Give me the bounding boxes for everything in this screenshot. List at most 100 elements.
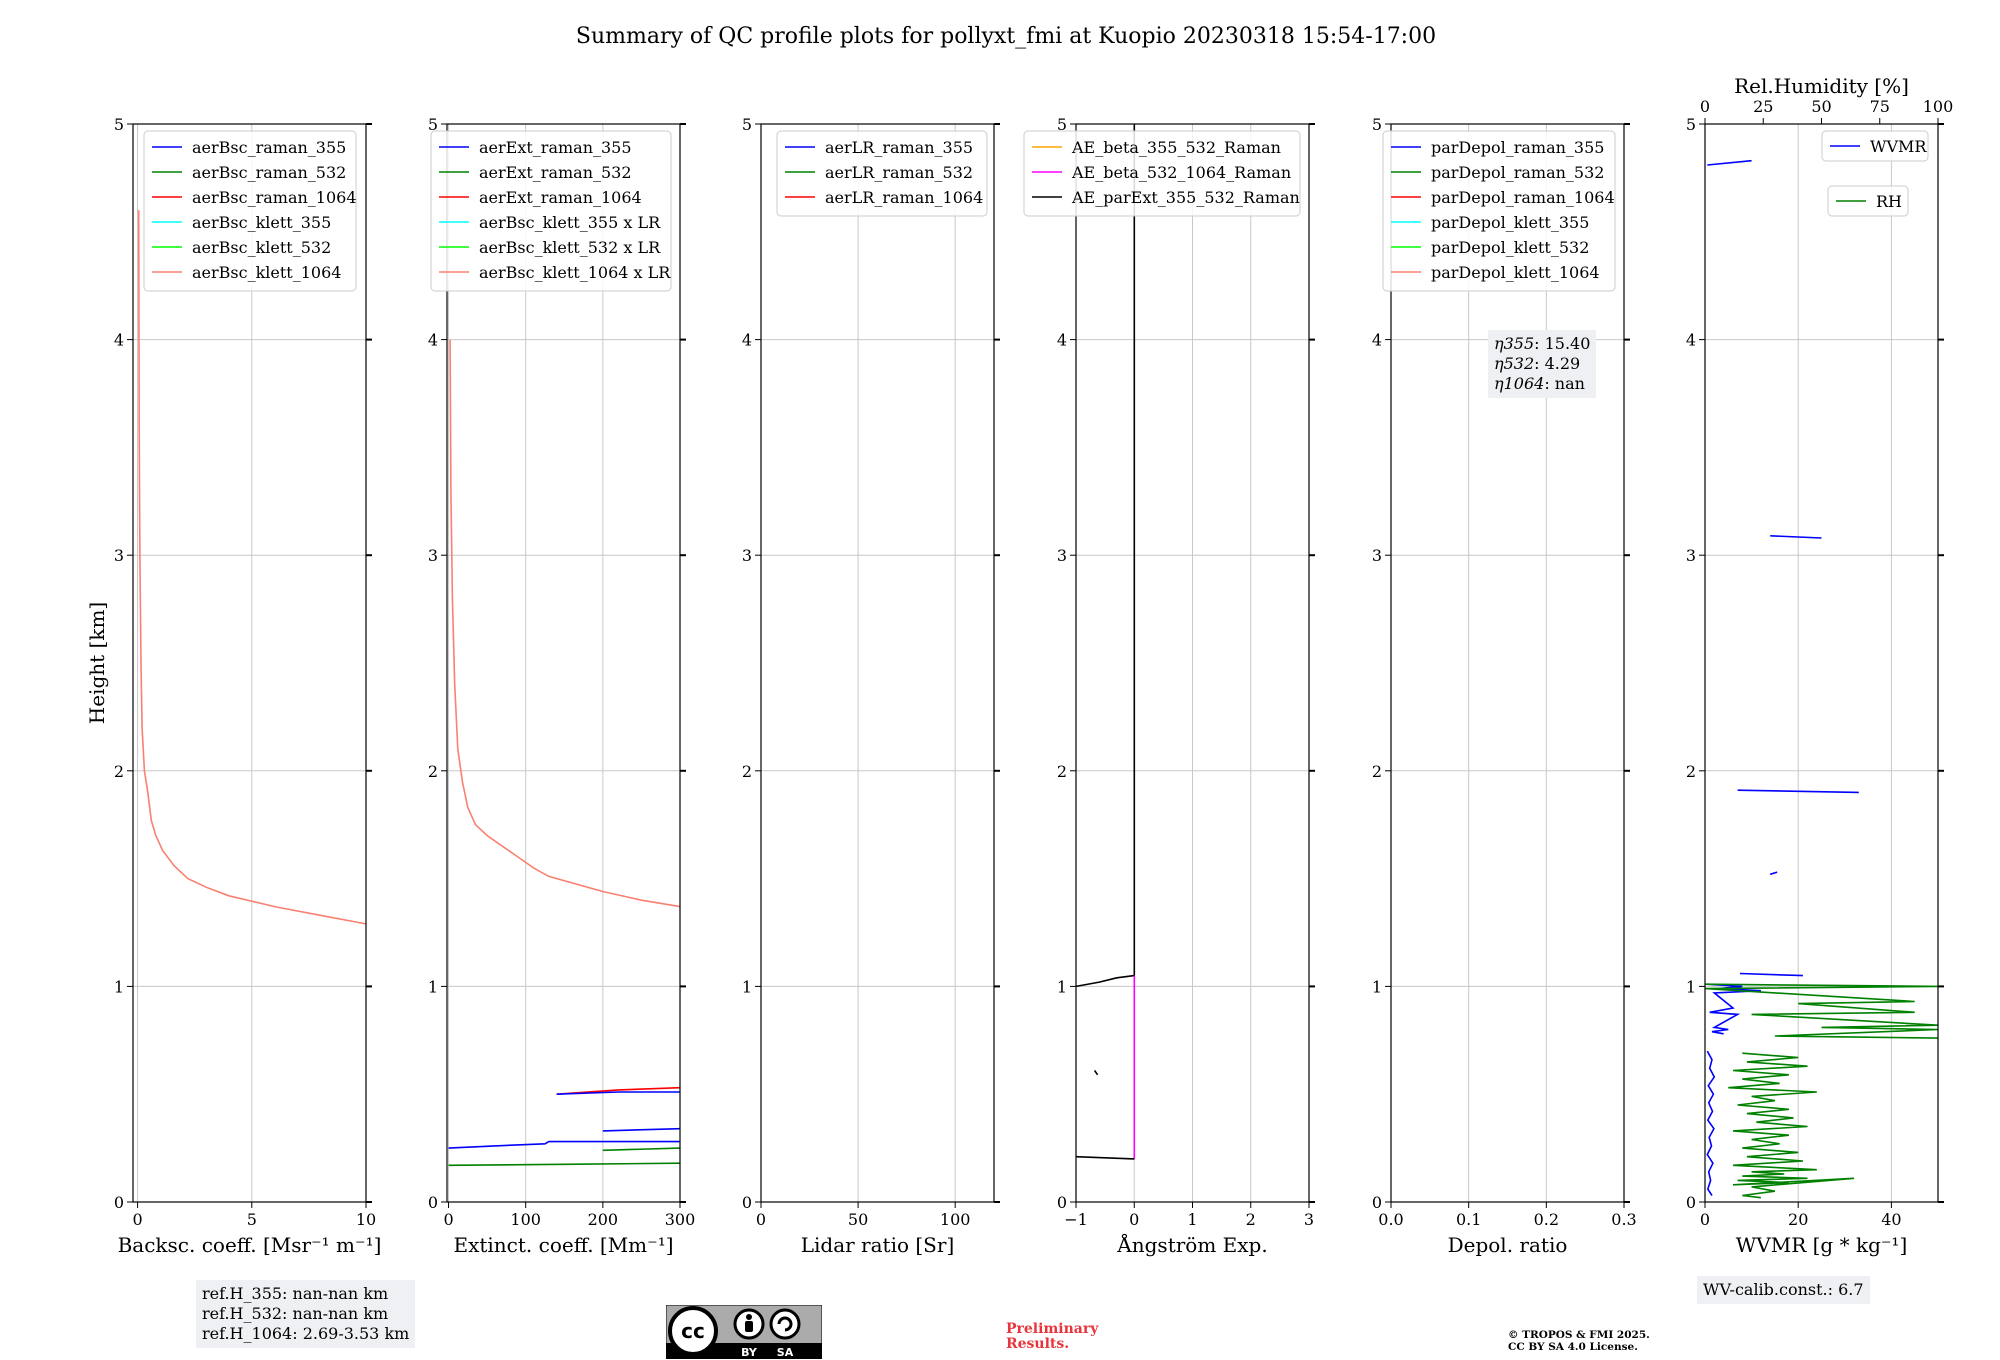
panel-backscatter: 0 5 10 0 1 2 3 4 5 Backsc. coeff. [Msr⁻¹ m⁻¹] Heig…	[85, 115, 381, 1257]
preliminary-line-2: Results.	[1006, 1336, 1070, 1352]
x-tick-label: 300	[665, 1210, 696, 1229]
legend-label: aerLR_raman_1064	[825, 188, 983, 207]
copyright-line-2: CC BY SA 4.0 License.	[1508, 1341, 1638, 1353]
wv-calibration-constant: WV-calib.const.: 6.7	[1703, 1280, 1864, 1299]
y-tick-label: 4	[1372, 331, 1382, 350]
legend-box	[776, 130, 988, 217]
eta-355-label: η355	[1494, 334, 1535, 353]
eta-355-value: : 15.40	[1534, 334, 1591, 353]
eta-532-label: η532	[1494, 354, 1535, 373]
legend-label: parDepol_raman_1064	[1431, 188, 1615, 207]
y-tick-label: 5	[1686, 115, 1696, 134]
x-axis-label: Backsc. coeff. [Msr⁻¹ m⁻¹]	[118, 1233, 382, 1257]
y-tick-label: 1	[742, 977, 752, 996]
x-tick-label: 5	[247, 1210, 257, 1229]
eta-532-value: : 4.29	[1534, 354, 1581, 373]
legend-label: aerBsc_klett_1064	[192, 263, 341, 282]
legend-label: aerBsc_raman_1064	[192, 188, 357, 207]
x-tick-label: 0	[132, 1210, 142, 1229]
legend-label: aerBsc_raman_355	[192, 138, 346, 157]
y-tick-label: 2	[742, 762, 752, 781]
y-tick-label: 3	[1057, 546, 1067, 565]
legend-label: aerBsc_raman_532	[192, 163, 346, 182]
y-tick-label: 3	[428, 546, 438, 565]
series-line-aerExt_raman_532	[448, 1162, 681, 1167]
legend: aerBsc_raman_355 aerBsc_raman_532 aerBsc_r…	[143, 130, 357, 292]
y-tick-label: 0	[1686, 1193, 1696, 1212]
x-tick-label: 40	[1881, 1210, 1901, 1229]
y-tick-label: 2	[114, 762, 124, 781]
x-tick-label: 50	[848, 1210, 868, 1229]
y-tick-label: 5	[1057, 115, 1067, 134]
series-line-WVMR	[1707, 159, 1752, 166]
y-tick-label: 3	[114, 546, 124, 565]
x-axis-label: Ångström Exp.	[1116, 1232, 1267, 1257]
y-tick-label: 5	[114, 115, 124, 134]
y-tick-label: 4	[742, 331, 752, 350]
x-tick-label: 2	[1246, 1210, 1256, 1229]
legend-label: parDepol_raman_532	[1431, 163, 1604, 182]
y-tick-label: 5	[742, 115, 752, 134]
y-tick-label: 2	[428, 762, 438, 781]
series-line-RH	[1728, 1052, 1855, 1199]
eta-box: η355: 15.40 η532: 4.29 η1064: nan	[1488, 330, 1597, 398]
ref-height-532: ref.H_532: nan-nan km	[202, 1304, 389, 1323]
x2-tick-label: 75	[1870, 97, 1890, 116]
y-tick-label: 1	[1057, 977, 1067, 996]
panel-depolarization: 0.0 0.1 0.2 0.3 0 1 2 3 4 5 Depol. ratio parDepol_r…	[1372, 115, 1637, 1257]
y-tick-label: 0	[1372, 1193, 1382, 1212]
legend-label: RH	[1876, 192, 1902, 211]
series-line-AE_parExt_355_532_Raman	[1075, 1155, 1135, 1160]
legend-label: aerBsc_klett_1064 x LR	[479, 263, 671, 282]
legend-label: aerBsc_klett_532	[192, 238, 331, 257]
y-tick-label: 3	[742, 546, 752, 565]
legend-box	[1382, 130, 1616, 292]
ref-height-355: ref.H_355: nan-nan km	[202, 1284, 389, 1303]
eta-1064-value: : nan	[1544, 374, 1585, 393]
legend-box	[143, 130, 357, 292]
x2-tick-label: 25	[1753, 97, 1773, 116]
x2-tick-label: 50	[1811, 97, 1831, 116]
series-line-AE_parExt_355_532_Raman	[1075, 974, 1135, 988]
y-axis-label: Height [km]	[85, 602, 109, 724]
eta-1064: η1064: nan	[1494, 374, 1590, 394]
x-tick-label: 20	[1788, 1210, 1808, 1229]
series-line-aerExt_raman_532	[602, 1147, 681, 1152]
legend-box	[1827, 185, 1909, 217]
legend-label: parDepol_klett_355	[1431, 213, 1589, 232]
reference-height-box: ref.H_355: nan-nan km ref.H_532: nan-nan…	[196, 1280, 416, 1348]
series-line-WVMR	[1770, 535, 1822, 539]
x-tick-label: 0	[1700, 1210, 1710, 1229]
legend-label: aerLR_raman_532	[825, 163, 973, 182]
series-line-AE_parExt_355_532_Raman	[1093, 1070, 1099, 1076]
legend-box	[1821, 130, 1929, 162]
y-tick-label: 2	[1372, 762, 1382, 781]
x-tick-label: 0.3	[1611, 1210, 1636, 1229]
legend-label: parDepol_klett_532	[1431, 238, 1589, 257]
series-line-WVMR	[1706, 1050, 1716, 1196]
x-tick-label: 1	[1187, 1210, 1197, 1229]
x-tick-label: 100	[510, 1210, 541, 1229]
eta-532: η532: 4.29	[1494, 354, 1590, 374]
y-tick-label: 0	[742, 1193, 752, 1212]
legend: aerLR_raman_355 aerLR_raman_532 aerLR_rama…	[776, 130, 988, 217]
x-tick-label: 0.0	[1378, 1210, 1403, 1229]
eta-355: η355: 15.40	[1494, 334, 1590, 354]
y-tick-label: 5	[1372, 115, 1382, 134]
axes-frame	[1390, 123, 1625, 1203]
x-tick-label: 3	[1304, 1210, 1314, 1229]
preliminary-line-1: Preliminary	[1006, 1321, 1099, 1337]
legend-label: aerExt_raman_355	[479, 138, 632, 157]
y-tick-label: 4	[1057, 331, 1067, 350]
x-tick-label: 0	[1129, 1210, 1139, 1229]
y-tick-label: 1	[1372, 977, 1382, 996]
legend-label: parDepol_raman_355	[1431, 138, 1604, 157]
series-line-aerExt_raman_355	[448, 1140, 680, 1149]
preliminary-note: Preliminary Results.	[1006, 1322, 1098, 1352]
y-tick-label: 3	[1372, 546, 1382, 565]
copyright-note: © TROPOS & FMI 2025. CC BY SA 4.0 Licens…	[1508, 1329, 1650, 1353]
legend: WVMR RH	[1821, 130, 1929, 217]
cc-by-sa-icon: cc BY SA	[666, 1305, 822, 1359]
legend-label: aerExt_raman_532	[479, 163, 632, 182]
